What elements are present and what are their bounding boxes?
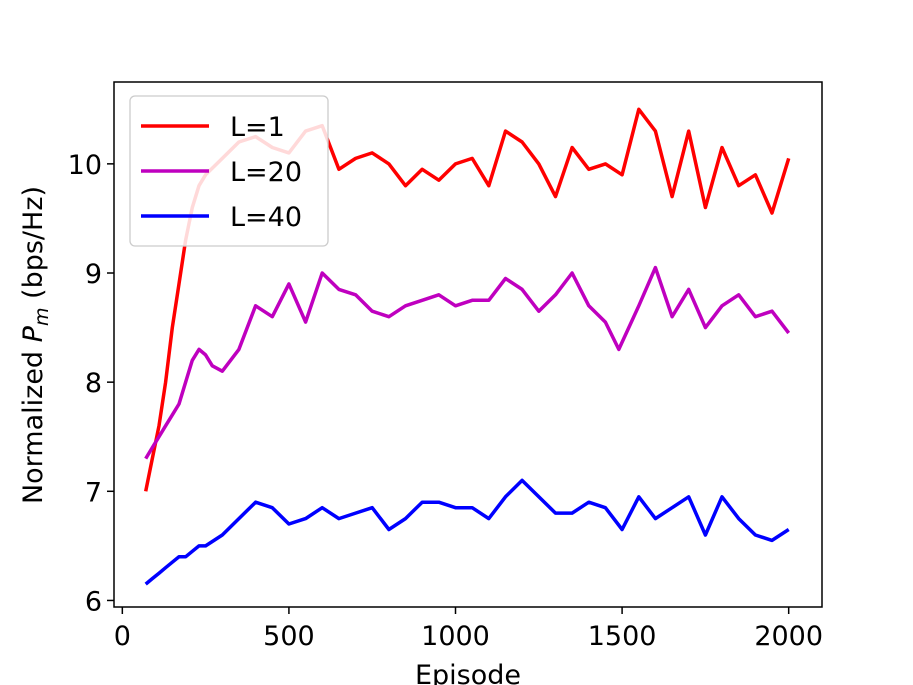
y-tick-label: 6 — [85, 586, 102, 617]
x-tick-label: 1000 — [421, 621, 490, 652]
legend: L=1 L=20 L=40 — [129, 95, 329, 247]
series-line-l40 — [144, 478, 790, 586]
legend-label-l20: L=20 — [230, 157, 302, 188]
series-line-l20 — [144, 265, 791, 460]
y-tick-label: 10 — [68, 150, 102, 181]
y-tick-label: 8 — [85, 368, 102, 399]
x-tick-label: 500 — [263, 621, 315, 652]
legend-box — [129, 95, 329, 247]
x-axis-title: Episode — [415, 660, 521, 685]
x-tick-label: 1500 — [588, 621, 657, 652]
y-axis-title: Normalized Pm (bps/Hz) — [18, 186, 53, 504]
x-tick-label: 0 — [114, 621, 131, 652]
x-axis-ticks: 0 500 1000 1500 2000 — [114, 607, 823, 652]
y-axis-ticks: 6 7 8 9 10 — [68, 150, 114, 617]
y-tick-label: 7 — [85, 477, 102, 508]
legend-label-l40: L=40 — [230, 202, 302, 233]
legend-label-l1: L=1 — [230, 112, 285, 143]
x-tick-label: 2000 — [754, 621, 823, 652]
y-tick-label: 9 — [85, 259, 102, 290]
